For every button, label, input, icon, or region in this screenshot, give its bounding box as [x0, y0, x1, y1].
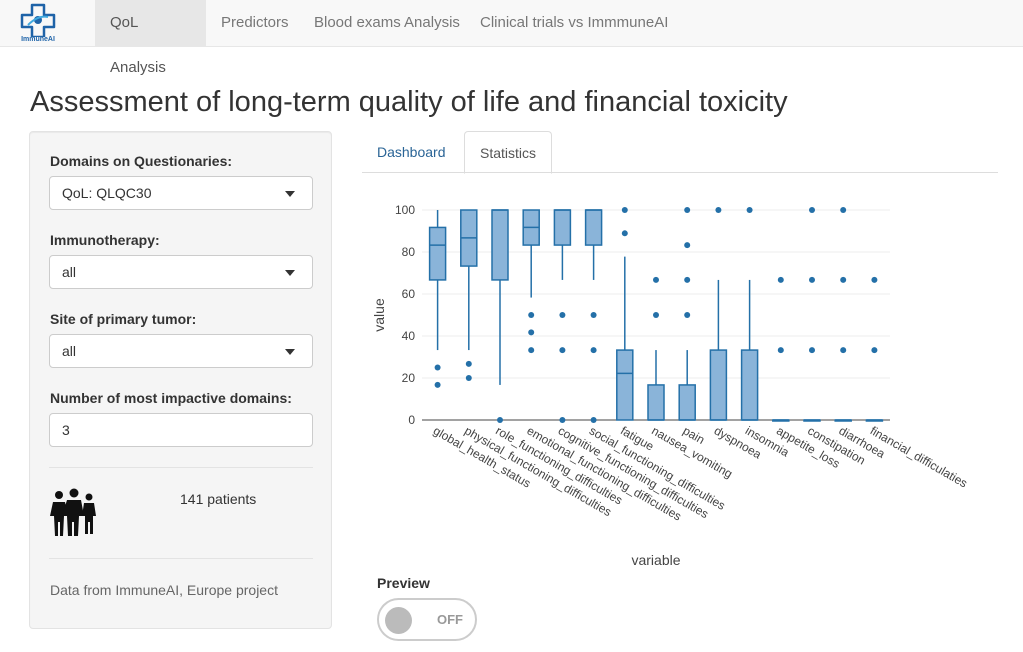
- preview-toggle[interactable]: OFF: [377, 598, 477, 641]
- outlier-point: [497, 417, 503, 423]
- outlier-point: [528, 347, 535, 354]
- box-iqr: [616, 349, 634, 421]
- divider: [49, 467, 313, 468]
- site-select[interactable]: all: [49, 334, 313, 368]
- tab-dashboard[interactable]: Dashboard: [377, 144, 446, 160]
- outlier-point: [684, 207, 691, 213]
- outlier-point: [871, 347, 878, 354]
- patients-icon: [50, 488, 96, 536]
- immuneai-logo[interactable]: ImmuneAI: [18, 3, 58, 45]
- data-source-text: Data from ImmuneAI, Europe project: [50, 582, 278, 598]
- site-label: Site of primary tumor:: [50, 311, 197, 327]
- navbar: ImmuneAI QoL Analysis Predictors Blood e…: [0, 0, 1023, 76]
- outlier-point: [621, 230, 628, 237]
- y-axis-title: value: [371, 298, 387, 332]
- page-title: Assessment of long-term quality of life …: [30, 86, 788, 118]
- y-tick-label: 80: [402, 245, 416, 259]
- caret-down-icon: [285, 270, 295, 276]
- logo-icon: [20, 3, 56, 39]
- nav-tab-blood-exams[interactable]: Blood exams Analysis: [314, 14, 460, 31]
- box-iqr: [584, 209, 603, 246]
- outlier-point: [777, 276, 784, 283]
- box-iqr: [740, 349, 759, 421]
- outlier-point: [621, 207, 628, 213]
- tab-divider: [362, 172, 998, 173]
- domains-select[interactable]: QoL: QLQC30: [49, 176, 313, 210]
- outlier-point: [809, 276, 815, 283]
- site-select-value: all: [62, 343, 77, 359]
- outlier-point: [434, 381, 441, 388]
- impactive-input[interactable]: 3: [49, 413, 313, 447]
- toggle-state: OFF: [437, 612, 463, 627]
- outlier-point: [653, 276, 659, 283]
- sidebar-panel: Domains on Questionaries: QoL: QLQC30 Im…: [29, 131, 332, 629]
- outlier-point: [684, 276, 691, 283]
- immunotherapy-label: Immunotherapy:: [50, 232, 160, 248]
- outlier-point: [715, 207, 722, 213]
- box-iqr: [647, 384, 665, 421]
- patients-count: 141 patients: [180, 491, 257, 507]
- nav-tab-predictors[interactable]: Predictors: [221, 14, 289, 31]
- boxplot-chart: 020406080100global_health_statusphysical…: [371, 203, 970, 568]
- logo-text: ImmuneAI: [21, 36, 55, 43]
- outlier-point: [528, 312, 535, 318]
- y-tick-label: 0: [408, 413, 415, 427]
- outlier-point: [809, 347, 815, 354]
- box-iqr: [709, 349, 728, 421]
- x-axis-title: variable: [631, 552, 680, 568]
- box-iqr: [428, 226, 447, 281]
- outlier-point: [434, 364, 441, 371]
- outlier-point: [559, 312, 566, 318]
- outlier-point: [559, 417, 566, 423]
- y-tick-label: 40: [402, 329, 416, 343]
- y-tick-label: 20: [402, 371, 416, 385]
- outlier-point: [840, 276, 847, 283]
- x-tick-label: financial_difficulaties: [868, 423, 970, 490]
- immunotherapy-select-value: all: [62, 264, 77, 280]
- box-iqr: [491, 209, 509, 281]
- tab-bar: Dashboard Statistics: [362, 131, 998, 174]
- nav-tab-qol-analysis[interactable]: QoL Analysis: [95, 0, 206, 76]
- y-tick-label: 100: [395, 203, 415, 217]
- outlier-point: [590, 347, 597, 354]
- outlier-point: [871, 276, 878, 283]
- outlier-point: [465, 375, 472, 381]
- tab-statistics[interactable]: Statistics: [464, 131, 553, 174]
- outlier-point: [559, 347, 566, 354]
- impactive-label: Number of most impactive domains:: [50, 390, 292, 406]
- outlier-point: [840, 207, 847, 213]
- preview-label: Preview: [377, 575, 430, 591]
- outlier-point: [840, 347, 847, 354]
- box-iqr: [678, 384, 696, 421]
- outlier-point: [528, 329, 535, 336]
- box-iqr: [553, 209, 572, 246]
- nav-tab-clinical-trials[interactable]: Clinical trials vs ImmmuneAI: [480, 14, 669, 31]
- toggle-knob: [385, 607, 412, 634]
- outlier-point: [590, 417, 597, 423]
- immunotherapy-select[interactable]: all: [49, 255, 313, 289]
- y-tick-label: 60: [402, 287, 416, 301]
- divider: [49, 558, 313, 559]
- domains-label: Domains on Questionaries:: [50, 153, 233, 169]
- caret-down-icon: [285, 191, 295, 197]
- outlier-point: [653, 312, 659, 318]
- outlier-point: [684, 312, 691, 318]
- caret-down-icon: [285, 349, 295, 355]
- outlier-point: [590, 312, 597, 318]
- impactive-input-value: 3: [62, 422, 70, 438]
- outlier-point: [777, 347, 784, 354]
- domains-select-value: QoL: QLQC30: [62, 185, 152, 201]
- outlier-point: [465, 360, 472, 367]
- outlier-point: [809, 207, 815, 213]
- outlier-point: [746, 207, 753, 213]
- outlier-point: [684, 242, 691, 249]
